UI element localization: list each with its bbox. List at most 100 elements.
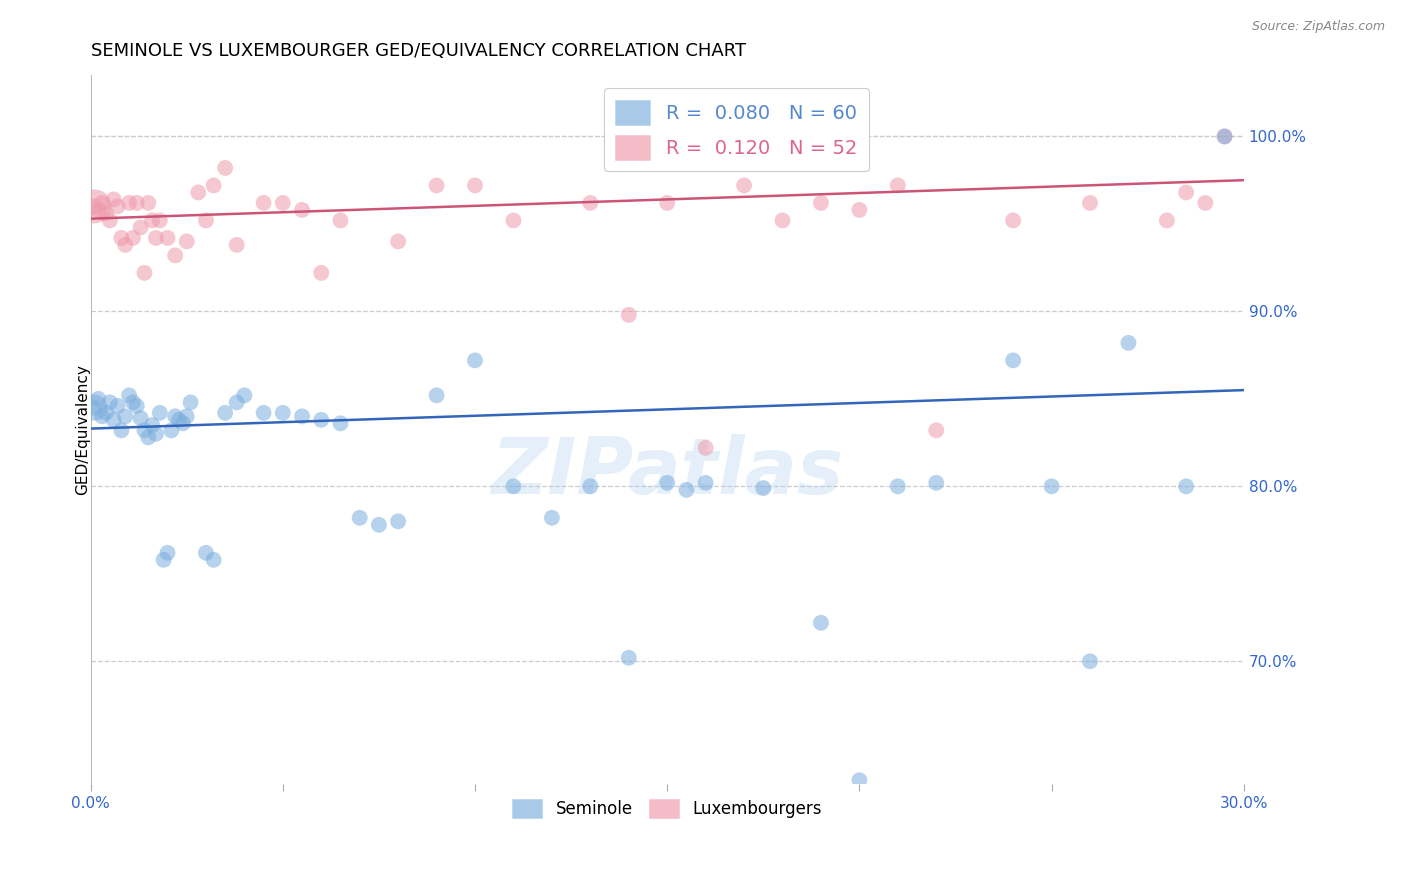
Point xyxy=(165,409,187,424)
Point xyxy=(733,178,755,193)
Point xyxy=(252,406,274,420)
Point xyxy=(176,235,198,249)
Point xyxy=(271,195,294,210)
Point xyxy=(426,388,449,402)
Point xyxy=(87,202,110,217)
Point xyxy=(772,213,794,227)
Point xyxy=(129,411,152,425)
Point xyxy=(145,231,167,245)
Point xyxy=(187,186,209,200)
Point xyxy=(98,213,121,227)
Point xyxy=(160,423,183,437)
Point xyxy=(752,481,775,495)
Point xyxy=(83,401,105,415)
Point xyxy=(83,401,105,415)
Point xyxy=(225,238,247,252)
Point xyxy=(695,475,717,490)
Point xyxy=(291,409,314,424)
Point xyxy=(1175,479,1198,493)
Text: SEMINOLE VS LUXEMBOURGER GED/EQUIVALENCY CORRELATION CHART: SEMINOLE VS LUXEMBOURGER GED/EQUIVALENCY… xyxy=(90,42,745,60)
Point xyxy=(214,406,236,420)
Point xyxy=(810,195,832,210)
Point xyxy=(309,413,332,427)
Point xyxy=(167,413,190,427)
Point xyxy=(103,413,125,427)
Point xyxy=(887,479,910,493)
Point xyxy=(887,178,910,193)
Point xyxy=(675,483,697,497)
Point xyxy=(1078,654,1101,668)
Point xyxy=(94,406,117,420)
Point xyxy=(194,546,217,560)
Point xyxy=(1118,335,1140,350)
Point xyxy=(172,417,194,431)
Point xyxy=(202,178,225,193)
Point xyxy=(271,406,294,420)
Point xyxy=(309,266,332,280)
Point xyxy=(83,199,105,213)
Point xyxy=(180,395,202,409)
Point xyxy=(91,195,114,210)
Point xyxy=(252,195,274,210)
Point xyxy=(387,235,409,249)
Point xyxy=(1194,195,1216,210)
Point xyxy=(141,213,163,227)
Point xyxy=(617,308,640,322)
Point xyxy=(772,790,794,805)
Point xyxy=(1078,195,1101,210)
Point xyxy=(848,773,870,788)
Point xyxy=(617,650,640,665)
Point xyxy=(114,409,136,424)
Point xyxy=(83,199,105,213)
Point xyxy=(110,231,132,245)
Legend: Seminole, Luxembourgers: Seminole, Luxembourgers xyxy=(506,792,830,825)
Point xyxy=(579,479,602,493)
Point xyxy=(136,195,159,210)
Point xyxy=(118,388,141,402)
Point xyxy=(176,409,198,424)
Point xyxy=(118,195,141,210)
Point xyxy=(134,266,156,280)
Point xyxy=(103,193,125,207)
Point xyxy=(122,231,145,245)
Point xyxy=(149,406,172,420)
Point xyxy=(194,213,217,227)
Point xyxy=(329,213,352,227)
Point xyxy=(114,238,136,252)
Point xyxy=(464,353,486,368)
Point xyxy=(810,615,832,630)
Point xyxy=(1002,213,1025,227)
Point xyxy=(541,511,564,525)
Point xyxy=(925,475,948,490)
Point xyxy=(149,213,172,227)
Text: ZIPatlas: ZIPatlas xyxy=(491,434,844,510)
Point xyxy=(225,395,247,409)
Point xyxy=(657,475,679,490)
Point xyxy=(136,430,159,444)
Point xyxy=(1213,129,1236,144)
Point xyxy=(129,220,152,235)
Point xyxy=(291,202,314,217)
Point xyxy=(107,399,129,413)
Point xyxy=(202,553,225,567)
Point xyxy=(134,423,156,437)
Point xyxy=(579,195,602,210)
Point xyxy=(848,202,870,217)
Point xyxy=(94,206,117,220)
Point xyxy=(695,441,717,455)
Point xyxy=(125,195,148,210)
Point xyxy=(349,511,371,525)
Point xyxy=(145,426,167,441)
Point xyxy=(426,178,449,193)
Point xyxy=(925,423,948,437)
Text: Source: ZipAtlas.com: Source: ZipAtlas.com xyxy=(1251,20,1385,33)
Point xyxy=(1213,129,1236,144)
Point xyxy=(156,231,179,245)
Point xyxy=(110,423,132,437)
Point xyxy=(367,517,389,532)
Point xyxy=(152,553,174,567)
Point xyxy=(1156,213,1178,227)
Point xyxy=(98,395,121,409)
Point xyxy=(156,546,179,560)
Point xyxy=(122,395,145,409)
